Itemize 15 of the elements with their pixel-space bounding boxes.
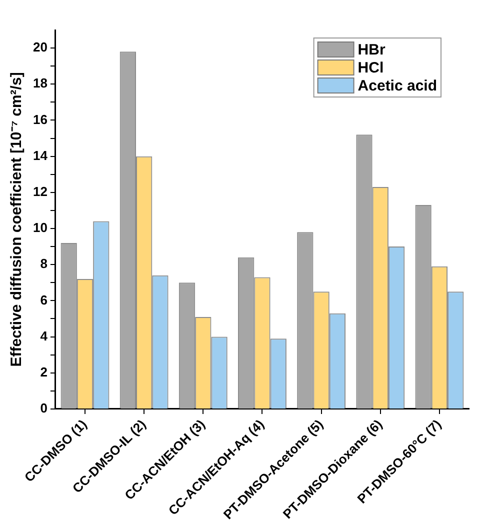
y-tick-label: 10 <box>32 220 48 236</box>
y-tick-label: 16 <box>32 112 48 127</box>
y-tick-label: 4 <box>40 328 48 344</box>
y-tick-label: 14 <box>32 148 48 163</box>
y-tick-label: 2 <box>40 364 48 380</box>
y-tick-label: 6 <box>40 292 48 308</box>
legend-label: Acetic acid <box>358 78 438 95</box>
legend-label: HCl <box>358 60 384 77</box>
y-axis-title: Effective diffusion coefficient [10⁻⁷ cm²/s] <box>8 72 26 367</box>
y-tick-label: 18 <box>32 76 48 91</box>
y-tick-label: 8 <box>40 256 48 272</box>
y-tick-label: 12 <box>32 184 48 199</box>
y-tick-label: 0 <box>40 400 48 416</box>
y-tick-label: 20 <box>32 40 48 55</box>
legend-label: HBr <box>358 42 386 59</box>
